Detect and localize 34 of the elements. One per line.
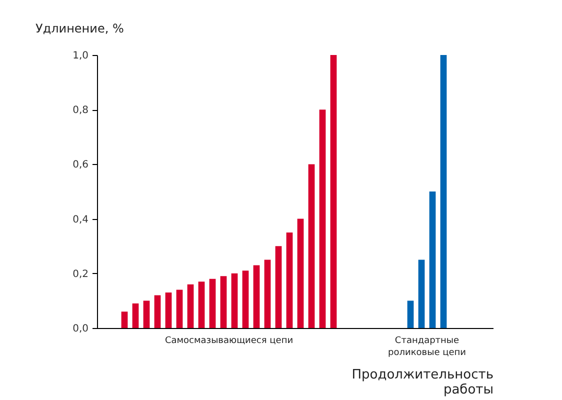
bar [418, 260, 425, 328]
bar [407, 300, 414, 328]
bar [264, 260, 271, 328]
bar [440, 55, 447, 328]
bar [308, 164, 315, 328]
y-tick-label: 0,0 [72, 324, 88, 334]
bar [165, 292, 172, 328]
bar [253, 265, 260, 328]
bar [242, 270, 249, 328]
bar [220, 276, 227, 328]
bar [209, 278, 216, 328]
text: Стандартные роликовые цепи [388, 336, 466, 358]
bar [132, 303, 139, 328]
text: Самосмазывающиеся цепи [164, 336, 294, 346]
bar [286, 232, 293, 328]
bar [231, 273, 238, 328]
y-tick-label: 0,2 [72, 268, 88, 280]
bar [429, 192, 436, 328]
bar [121, 312, 128, 328]
bar [297, 218, 304, 328]
y-tick-label: 0,4 [72, 214, 88, 226]
bar [330, 55, 337, 328]
y-tick-label: 0,6 [72, 160, 88, 171]
bar [319, 110, 326, 328]
y-tick-label: 0,8 [72, 105, 88, 116]
bar [187, 284, 194, 328]
bar [176, 290, 183, 328]
y-tick-label: 1,0 [72, 50, 88, 62]
y-axis-title: Удлинение, % [36, 22, 124, 36]
bar [198, 282, 205, 328]
x-axis-title: Продолжительность работы [352, 368, 494, 398]
bar [154, 295, 161, 328]
bar [275, 246, 282, 328]
bar [143, 300, 150, 328]
